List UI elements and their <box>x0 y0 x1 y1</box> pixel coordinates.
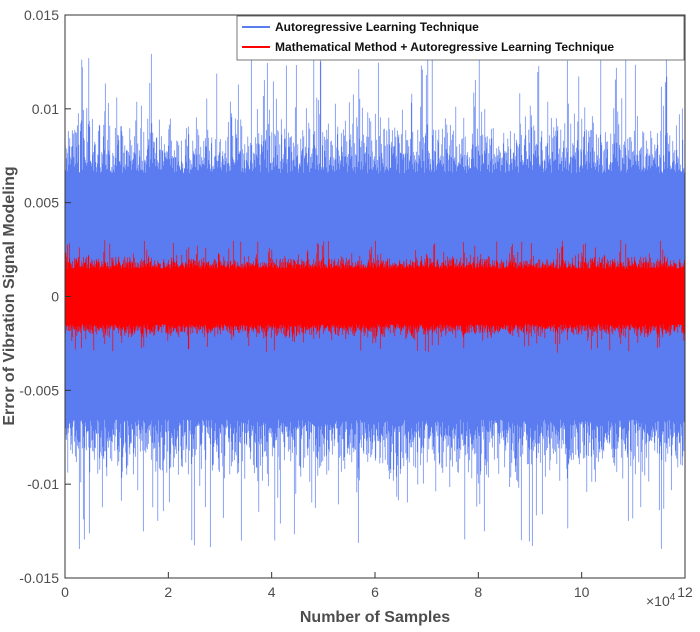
y-tick-label: 0.01 <box>32 101 59 117</box>
y-tick-label: 0.015 <box>24 7 59 23</box>
y-tick-label: -0.01 <box>27 476 59 492</box>
x-tick-label: 4 <box>268 584 276 600</box>
x-tick-label: 6 <box>371 584 379 600</box>
x-multiplier: ×104 <box>646 592 676 609</box>
x-axis-label: Number of Samples <box>300 609 450 626</box>
x-multiplier-exp: 4 <box>670 592 676 603</box>
x-tick-label: 0 <box>61 584 69 600</box>
x-tick-label: 2 <box>164 584 172 600</box>
y-tick-label: -0.015 <box>19 570 59 586</box>
x-tick-label: 10 <box>574 584 590 600</box>
x-tick-label: 12 <box>677 584 693 600</box>
legend: Autoregressive Learning Technique Mathem… <box>236 15 685 61</box>
legend-box <box>236 15 685 61</box>
y-tick-label: -0.005 <box>19 382 59 398</box>
ticks-layer: 0 2 4 6 8 10 12 -0.015 -0.01 -0.005 0 0.005 0.01 0.01… <box>19 7 693 600</box>
y-tick-label: 0.005 <box>24 195 59 211</box>
legend-label-1: Autoregressive Learning Technique <box>275 20 479 34</box>
legend-label-2: Mathematical Method + Autoregressive Lea… <box>275 40 614 54</box>
y-tick-label: 0 <box>51 289 59 305</box>
y-axis-label: Error of Vibration Signal Modeling <box>1 166 18 425</box>
x-tick-label: 8 <box>474 584 482 600</box>
x-multiplier-base: ×10 <box>646 593 670 609</box>
